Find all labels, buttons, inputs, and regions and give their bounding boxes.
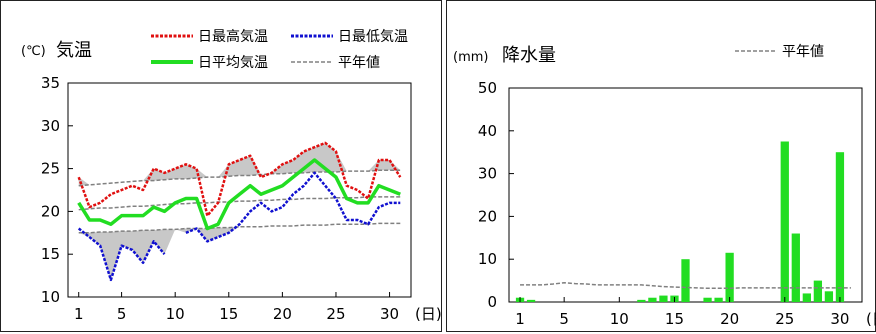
precip-bar — [659, 295, 668, 302]
y-tick-label: 25 — [41, 160, 60, 178]
x-tick-label: 1 — [74, 305, 84, 323]
precip-bar — [813, 280, 823, 302]
precip-bar — [802, 293, 811, 302]
y-tick-label: 20 — [478, 207, 497, 225]
y-tick-label: 30 — [41, 117, 60, 135]
x-unit-label: (日) — [415, 305, 442, 323]
x-tick-label: 1 — [515, 310, 525, 328]
legend-label-1: 日最低気温 — [338, 29, 408, 45]
x-tick-label: 30 — [830, 310, 849, 328]
precip-normal-line — [520, 281, 851, 290]
max-anomaly-shading — [78, 142, 401, 186]
precip-bar — [526, 299, 536, 302]
y-tick-label: 40 — [478, 122, 497, 140]
x-tick-label: 10 — [610, 310, 629, 328]
precip-bar — [681, 259, 690, 302]
x-tick-label: 5 — [117, 305, 127, 323]
series-line-1 — [185, 171, 401, 243]
min-anomaly-shading — [78, 223, 401, 280]
y-tick-label: 30 — [478, 165, 497, 183]
x-tick-label: 5 — [559, 310, 569, 328]
legend-label-2: 日平均気温 — [198, 55, 268, 71]
y-tick-label: 50 — [478, 79, 497, 97]
x-tick-label: 25 — [326, 305, 345, 323]
temperature-chart-panel: (℃) 気温 35 30 25 20 15 10 1 5 10 15 20 25 30 (日) 日最高気温 日最低… — [0, 0, 442, 332]
y-tick-label: 35 — [41, 74, 60, 92]
series-line-1 — [77, 227, 166, 282]
x-tick-label: 20 — [720, 310, 739, 328]
y-tick-label: 0 — [487, 293, 497, 311]
y-tick-label: 15 — [41, 245, 60, 263]
legend-label-0: 日最高気温 — [198, 28, 268, 45]
series-line-0 — [77, 141, 402, 217]
x-tick-label: 25 — [775, 310, 794, 328]
precip-bar — [648, 297, 657, 302]
precip-unit-label: (mm) — [453, 50, 488, 65]
x-tick-label: 30 — [380, 305, 399, 323]
precip-bar — [835, 152, 845, 302]
precip-bar — [725, 252, 734, 302]
precip-chart-title: 降水量 — [502, 45, 556, 66]
y-tick-label: 10 — [478, 250, 497, 268]
precip-bar — [637, 299, 646, 302]
precip-bar — [703, 297, 712, 302]
x-tick-label: 15 — [219, 305, 238, 323]
legend-label-3: 平年値 — [338, 55, 380, 71]
precip-bar — [824, 291, 834, 302]
precip-bar — [714, 297, 723, 302]
precip-bar — [780, 141, 789, 302]
plot-frame — [67, 82, 412, 298]
temperature-chart-title: 気温 — [56, 40, 92, 61]
legend-label-normal: 平年値 — [782, 44, 824, 60]
x-unit-label: (日) — [866, 310, 876, 328]
y-tick-label: 10 — [41, 288, 60, 306]
series-line-2 — [77, 158, 401, 231]
x-tick-label: 20 — [273, 305, 292, 323]
normal-line-middle — [78, 196, 401, 211]
x-tick-label: 10 — [166, 305, 185, 323]
x-tick-label: 15 — [665, 310, 684, 328]
precip-bar — [791, 233, 800, 302]
temperature-unit-label: (℃) — [21, 44, 46, 59]
y-tick-label: 20 — [41, 202, 60, 220]
